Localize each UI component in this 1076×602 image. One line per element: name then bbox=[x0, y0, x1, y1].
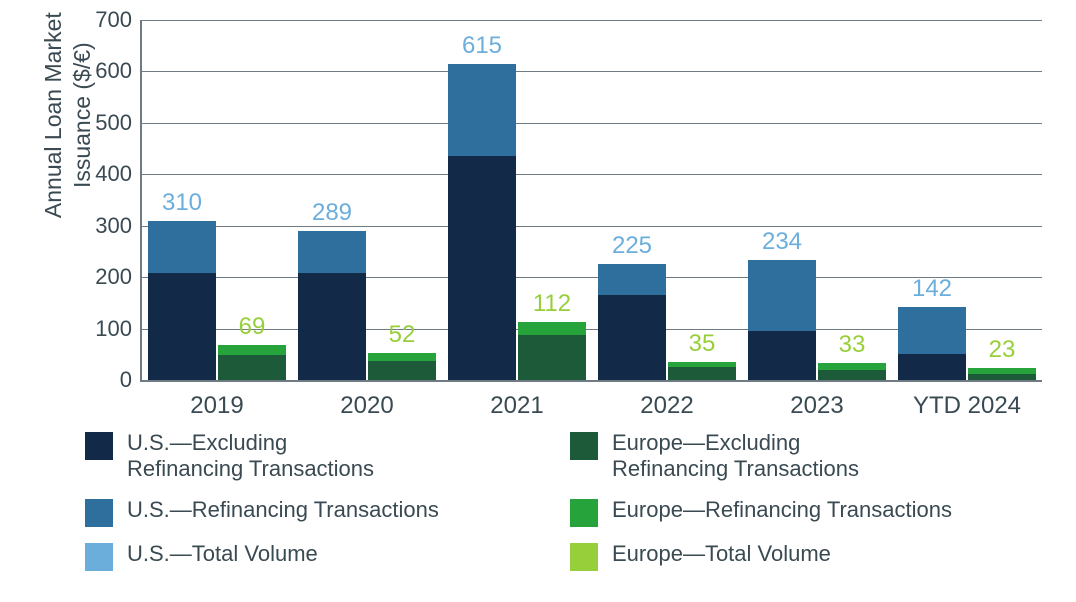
legend-label: Europe—Refinancing Transactions bbox=[612, 497, 952, 523]
x-tick-label: 2023 bbox=[742, 392, 892, 420]
us_ex_refi-segment bbox=[598, 295, 666, 380]
legend-item: Europe—Refinancing Transactions bbox=[570, 497, 1045, 527]
eu-total-label: 23 bbox=[989, 336, 1016, 364]
us_ex_refi-segment bbox=[298, 273, 366, 380]
bar-pair: 23433 bbox=[748, 260, 886, 380]
legend-swatch bbox=[85, 432, 113, 460]
legend-swatch bbox=[85, 543, 113, 571]
eu_ex_refi-segment bbox=[968, 374, 1036, 380]
eu_ex_refi-segment bbox=[218, 355, 286, 380]
us-bar: 234 bbox=[748, 260, 816, 380]
x-tick-label: 2019 bbox=[142, 392, 292, 420]
us_refi-segment bbox=[748, 260, 816, 331]
bar-pair: 22535 bbox=[598, 264, 736, 380]
x-tick-label: 2021 bbox=[442, 392, 592, 420]
legend-label: U.S.—Total Volume bbox=[127, 541, 318, 567]
legend-item: U.S.—Total Volume bbox=[85, 541, 560, 571]
us-bar: 310 bbox=[148, 221, 216, 380]
plot-area: 0100200300400500600700310692019289522020… bbox=[140, 20, 1042, 382]
y-tick-label: 700 bbox=[95, 7, 132, 33]
us-bar: 615 bbox=[448, 64, 516, 380]
legend-label: Europe—Excluding Refinancing Transaction… bbox=[612, 430, 859, 483]
eu-bar: 23 bbox=[968, 368, 1036, 380]
eu_refi-segment bbox=[218, 345, 286, 356]
us-bar: 289 bbox=[298, 231, 366, 380]
y-tick-label: 500 bbox=[95, 110, 132, 136]
category-slot: 310692019 bbox=[142, 20, 292, 380]
us_ex_refi-segment bbox=[148, 273, 216, 380]
x-tick-label: 2020 bbox=[292, 392, 442, 420]
us_ex_refi-segment bbox=[448, 156, 516, 380]
category-slot: 234332023 bbox=[742, 20, 892, 380]
legend-item: U.S.—Refinancing Transactions bbox=[85, 497, 560, 527]
legend-label: U.S.—Excluding Refinancing Transactions bbox=[127, 430, 374, 483]
bar-pair: 31069 bbox=[148, 221, 286, 380]
us-total-label: 234 bbox=[762, 228, 802, 256]
y-tick-label: 400 bbox=[95, 161, 132, 187]
y-tick-label: 100 bbox=[95, 316, 132, 342]
us-total-label: 289 bbox=[312, 199, 352, 227]
us_refi-segment bbox=[598, 264, 666, 295]
eu_ex_refi-segment bbox=[368, 361, 436, 380]
legend-swatch bbox=[570, 543, 598, 571]
us_refi-segment bbox=[148, 221, 216, 273]
legend-swatch bbox=[570, 432, 598, 460]
eu_ex_refi-segment bbox=[818, 370, 886, 380]
us-total-label: 142 bbox=[912, 275, 952, 303]
eu-bar: 35 bbox=[668, 362, 736, 380]
eu_refi-segment bbox=[818, 363, 886, 370]
legend-label: U.S.—Refinancing Transactions bbox=[127, 497, 439, 523]
us-total-label: 615 bbox=[462, 32, 502, 60]
us-bar: 142 bbox=[898, 307, 966, 380]
loan-issuance-chart: Annual Loan Market Issuance ($/€) 010020… bbox=[0, 0, 1076, 602]
category-slot: 225352022 bbox=[592, 20, 742, 380]
legend-item: Europe—Total Volume bbox=[570, 541, 1045, 571]
y-tick-label: 600 bbox=[95, 58, 132, 84]
us_ex_refi-segment bbox=[898, 354, 966, 380]
eu_refi-segment bbox=[518, 322, 586, 334]
eu_ex_refi-segment bbox=[518, 335, 586, 380]
eu-total-label: 52 bbox=[389, 321, 416, 349]
eu-bar: 52 bbox=[368, 353, 436, 380]
us-bar: 225 bbox=[598, 264, 666, 380]
eu-bar: 33 bbox=[818, 363, 886, 380]
eu-bar: 112 bbox=[518, 322, 586, 380]
legend-item: U.S.—Excluding Refinancing Transactions bbox=[85, 430, 560, 483]
us_refi-segment bbox=[448, 64, 516, 157]
eu-total-label: 112 bbox=[533, 290, 571, 318]
y-tick-label: 200 bbox=[95, 264, 132, 290]
us-total-label: 225 bbox=[612, 232, 652, 260]
legend-swatch bbox=[570, 499, 598, 527]
x-tick-label: YTD 2024 bbox=[892, 392, 1042, 420]
eu-total-label: 35 bbox=[689, 330, 716, 358]
eu-bar: 69 bbox=[218, 345, 286, 380]
eu_refi-segment bbox=[368, 353, 436, 361]
bar-pair: 615112 bbox=[448, 64, 586, 380]
us_refi-segment bbox=[298, 231, 366, 273]
x-tick-label: 2022 bbox=[592, 392, 742, 420]
legend-label: Europe—Total Volume bbox=[612, 541, 831, 567]
legend: U.S.—Excluding Refinancing Transactions E… bbox=[85, 430, 1045, 571]
bar-pair: 28952 bbox=[298, 231, 436, 380]
y-tick-label: 300 bbox=[95, 213, 132, 239]
category-slot: 6151122021 bbox=[442, 20, 592, 380]
eu_ex_refi-segment bbox=[668, 367, 736, 380]
us-total-label: 310 bbox=[162, 189, 202, 217]
bar-pair: 14223 bbox=[898, 307, 1036, 380]
eu-total-label: 33 bbox=[839, 331, 866, 359]
us_refi-segment bbox=[898, 307, 966, 354]
eu-total-label: 69 bbox=[239, 313, 266, 341]
y-axis-label-text: Annual Loan Market Issuance ($/€) bbox=[39, 12, 97, 218]
us_ex_refi-segment bbox=[748, 331, 816, 380]
legend-item: Europe—Excluding Refinancing Transaction… bbox=[570, 430, 1045, 483]
category-slot: 289522020 bbox=[292, 20, 442, 380]
y-tick-label: 0 bbox=[120, 367, 132, 393]
legend-swatch bbox=[85, 499, 113, 527]
category-slot: 14223YTD 2024 bbox=[892, 20, 1042, 380]
